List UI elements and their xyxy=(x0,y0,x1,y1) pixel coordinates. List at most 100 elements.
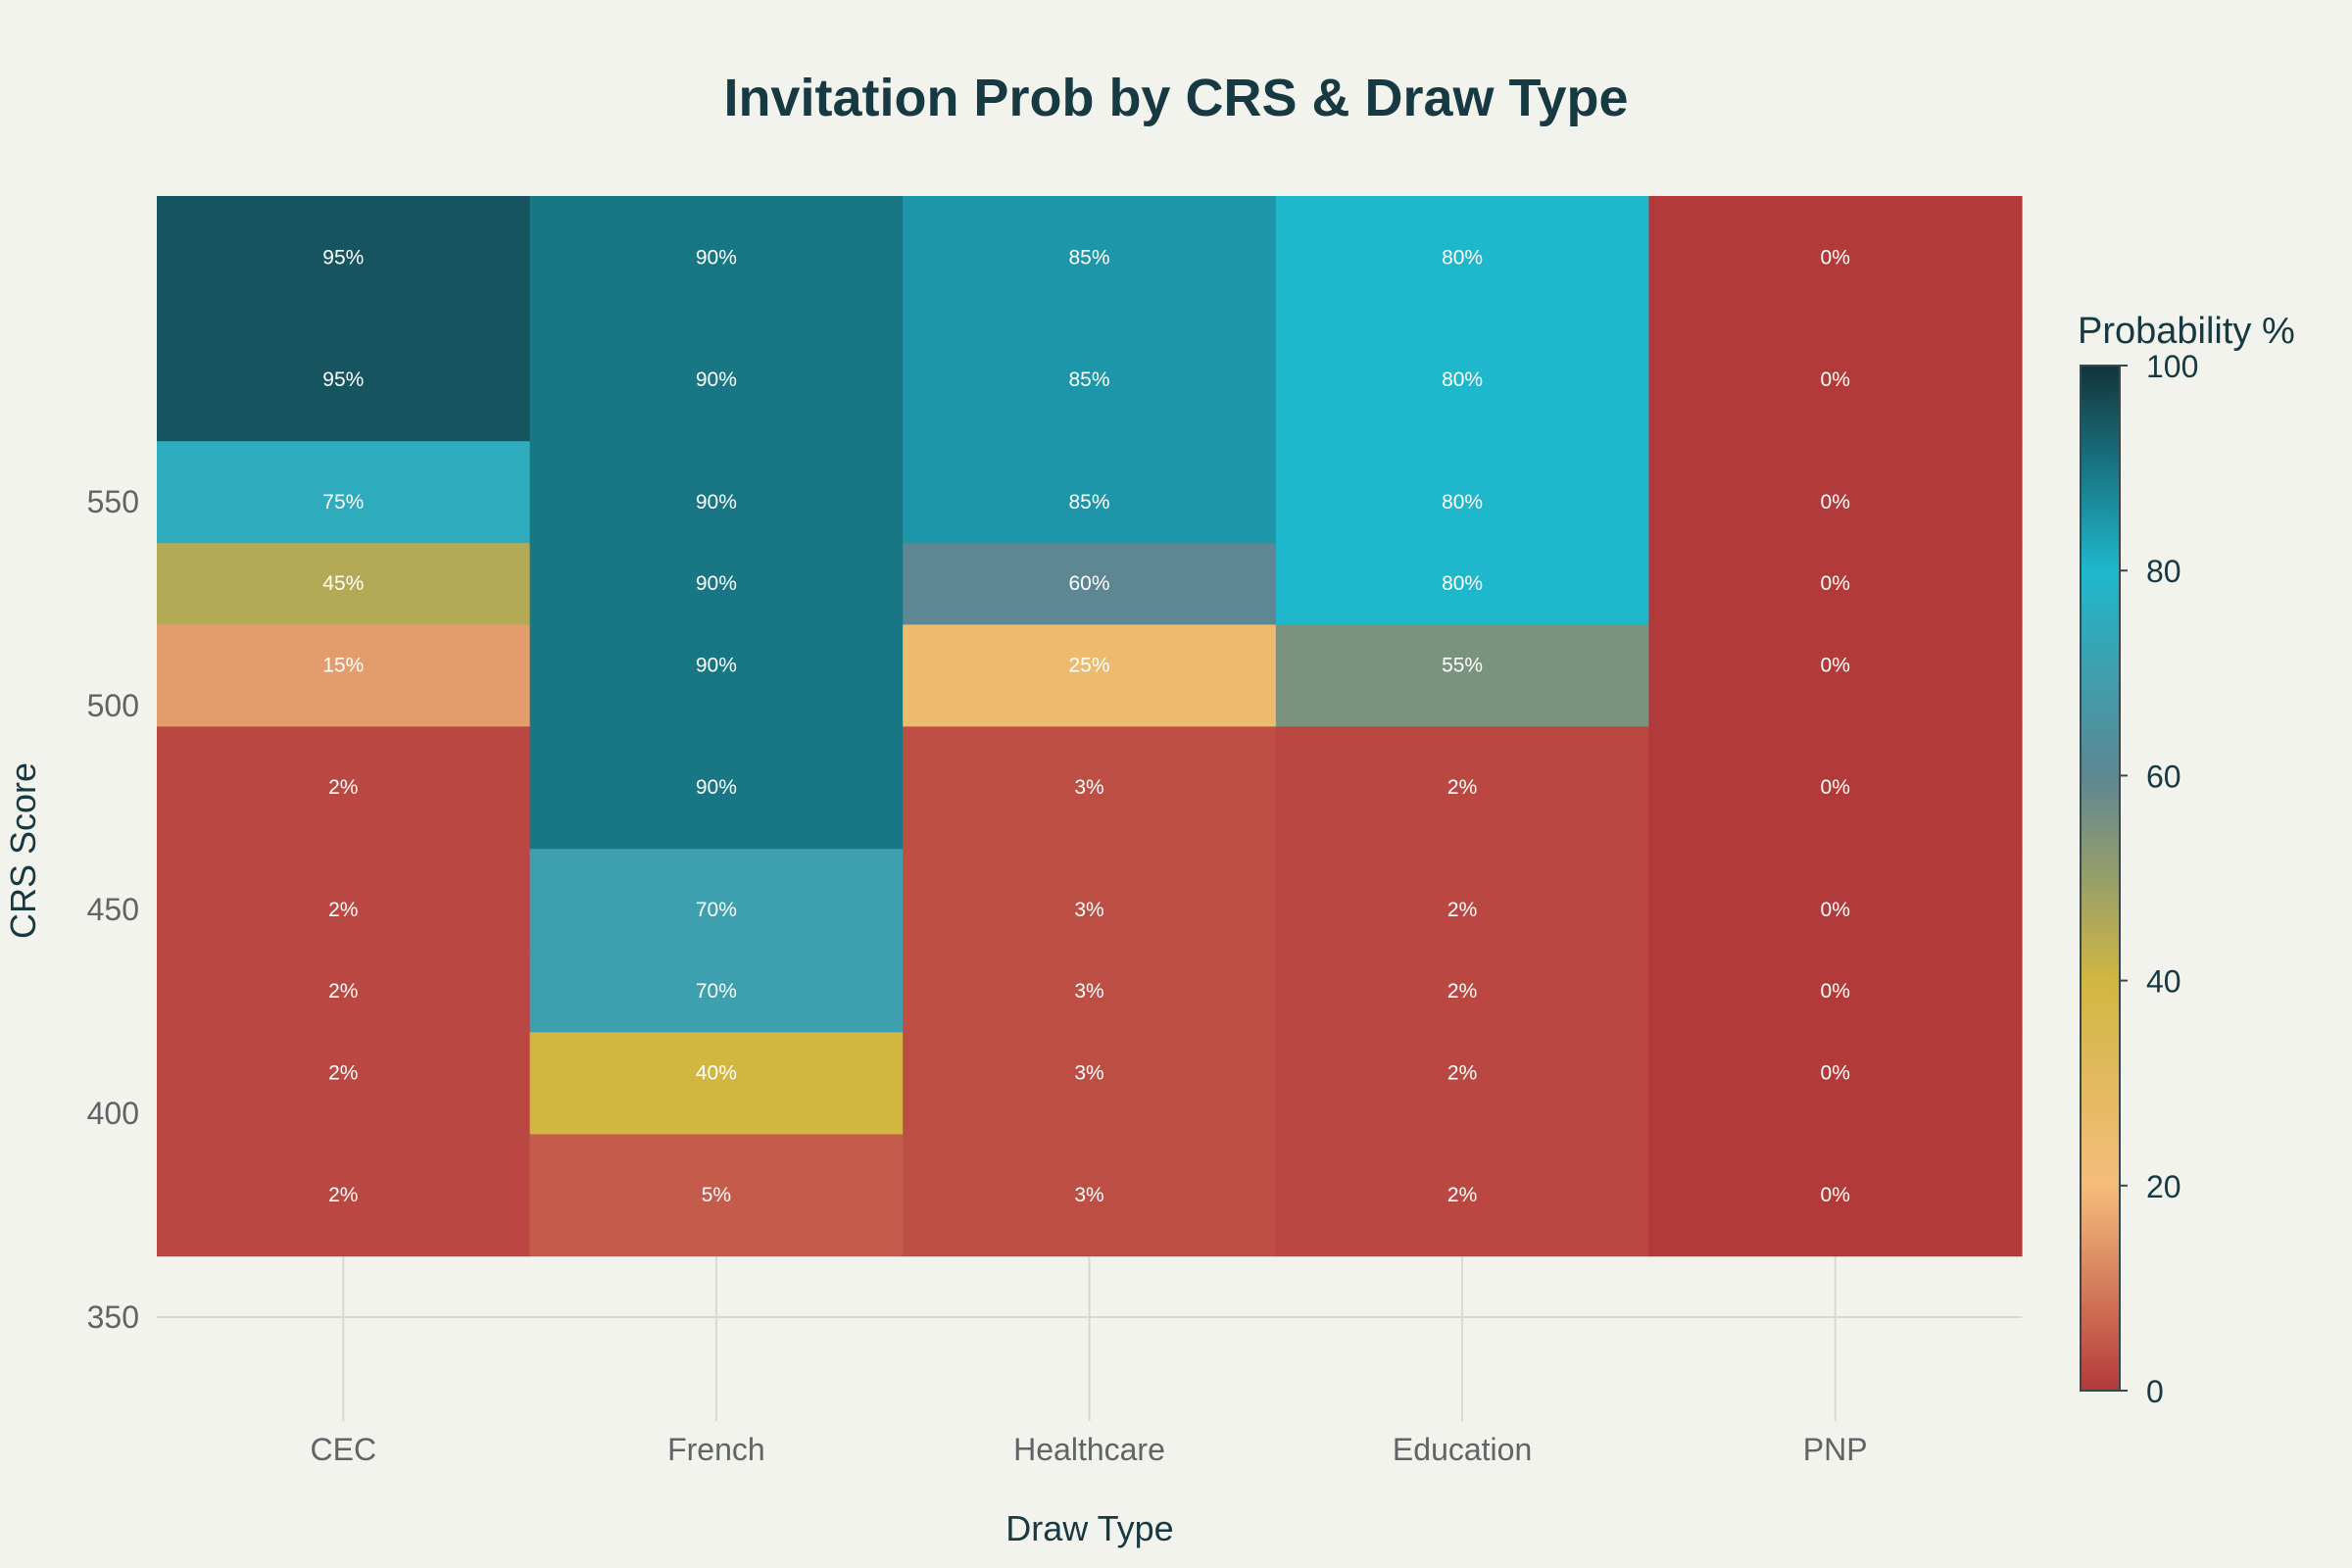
cell-value-label: 85% xyxy=(1068,491,1109,514)
heatmap-cell xyxy=(1648,1133,2023,1257)
cell-value-label: 2% xyxy=(1447,980,1477,1003)
x-tick-label: French xyxy=(667,1432,765,1467)
cell-value-label: 80% xyxy=(1442,246,1483,269)
colorbar-tick-label: 100 xyxy=(2146,349,2198,384)
cell-value-label: 3% xyxy=(1074,776,1103,799)
cell-value-label: 0% xyxy=(1821,980,1850,1003)
x-tick-label: PNP xyxy=(1803,1432,1868,1467)
cell-value-label: 85% xyxy=(1068,368,1109,391)
x-tick-label: CEC xyxy=(311,1432,377,1467)
cell-value-label: 0% xyxy=(1821,491,1850,514)
cell-value-label: 90% xyxy=(696,368,737,391)
colorbar-tick-label: 40 xyxy=(2146,964,2181,1000)
heatmap-cell xyxy=(1648,440,2023,544)
cell-value-label: 80% xyxy=(1442,368,1483,391)
heatmap-cell xyxy=(157,725,531,850)
cell-value-label: 3% xyxy=(1074,1184,1103,1206)
cell-value-label: 95% xyxy=(322,246,364,269)
cell-value-label: 2% xyxy=(1447,776,1477,799)
heatmap-cell xyxy=(157,440,531,544)
heatmap-cell xyxy=(157,950,531,1033)
y-axis-title: CRS Score xyxy=(3,762,43,939)
heatmap-cell xyxy=(1648,1031,2023,1135)
y-tick-label: 450 xyxy=(87,892,139,927)
cell-value-label: 70% xyxy=(696,980,737,1003)
x-tick-label: Healthcare xyxy=(1013,1432,1165,1467)
cell-value-label: 5% xyxy=(702,1184,731,1206)
y-tick-label: 350 xyxy=(87,1299,139,1335)
cell-value-label: 0% xyxy=(1821,776,1850,799)
heatmap-cell xyxy=(529,196,904,319)
cell-value-label: 0% xyxy=(1821,368,1850,391)
heatmap-cell xyxy=(1648,725,2023,850)
heatmap-cell xyxy=(157,196,531,319)
heatmap-cell xyxy=(529,950,904,1033)
cell-value-label: 15% xyxy=(322,654,364,676)
x-axis-title: Draw Type xyxy=(1005,1508,1173,1548)
cell-value-label: 80% xyxy=(1442,491,1483,514)
heatmap-cell xyxy=(1648,623,2023,727)
heatmap-cell xyxy=(157,623,531,727)
cell-value-label: 2% xyxy=(1447,1184,1477,1206)
heatmap-cell xyxy=(903,196,1277,319)
cell-value-label: 0% xyxy=(1821,246,1850,269)
y-tick-label: 500 xyxy=(87,688,139,723)
heatmap-cell xyxy=(1275,1133,1649,1257)
heatmap-cell xyxy=(157,1133,531,1257)
cell-value-label: 2% xyxy=(328,776,358,799)
heatmap-cell xyxy=(903,1133,1277,1257)
heatmap-cell xyxy=(1275,1031,1649,1135)
cell-value-label: 0% xyxy=(1821,1184,1850,1206)
heatmap-cell xyxy=(903,950,1277,1033)
chart-title: Invitation Prob by CRS & Draw Type xyxy=(723,69,1628,127)
heatmap-cell xyxy=(529,542,904,625)
heatmap-cell xyxy=(157,1031,531,1135)
x-axis-ticks: CEC French Healthcare Education PNP xyxy=(311,1432,1868,1467)
cell-value-label: 3% xyxy=(1074,1061,1103,1084)
heatmap-cell xyxy=(529,318,904,442)
y-tick-label: 400 xyxy=(87,1096,139,1131)
heatmap-cell xyxy=(1275,542,1649,625)
cell-value-label: 80% xyxy=(1442,572,1483,595)
heatmap-cell xyxy=(1275,848,1649,952)
heatmap-cell xyxy=(903,623,1277,727)
colorbar-tick-label: 60 xyxy=(2146,759,2181,794)
cell-value-label: 0% xyxy=(1821,1061,1850,1084)
colorbar-title: Probability % xyxy=(2078,311,2295,352)
cell-value-label: 85% xyxy=(1068,246,1109,269)
heatmap-cell xyxy=(1648,542,2023,625)
cell-value-label: 2% xyxy=(328,899,358,921)
colorbar-tick-label: 20 xyxy=(2146,1169,2181,1204)
heatmap-cell xyxy=(903,542,1277,625)
colorbar-tick-label: 80 xyxy=(2146,554,2181,589)
heatmap-cell xyxy=(1648,318,2023,442)
cell-value-label: 2% xyxy=(328,980,358,1003)
heatmap-cell xyxy=(157,318,531,442)
heatmap-cell xyxy=(529,848,904,952)
colorbar-ticks: 0 20 40 60 80 100 xyxy=(2120,349,2198,1409)
cell-value-label: 3% xyxy=(1074,980,1103,1003)
heatmap-cells xyxy=(157,196,2023,1257)
cell-labels: 2% 5% 3% 2% 0% 2% 40% 3% 2% 0% 2% 70% 3% 2% 0% 2% 70% 3% 2… xyxy=(322,246,1850,1206)
heatmap-cell xyxy=(903,318,1277,442)
heatmap-cell xyxy=(1275,196,1649,319)
cell-value-label: 95% xyxy=(322,368,364,391)
heatmap-cell xyxy=(903,440,1277,544)
cell-value-label: 2% xyxy=(328,1184,358,1206)
cell-value-label: 0% xyxy=(1821,654,1850,676)
heatmap-cell xyxy=(529,1031,904,1135)
cell-value-label: 40% xyxy=(696,1061,737,1084)
x-tick-label: Education xyxy=(1393,1432,1532,1467)
heatmap-cell xyxy=(157,848,531,952)
y-axis-ticks: 350 400 450 500 550 xyxy=(87,484,139,1335)
cell-value-label: 55% xyxy=(1442,654,1483,676)
heatmap-cell xyxy=(529,1133,904,1257)
cell-value-label: 70% xyxy=(696,899,737,921)
cell-value-label: 90% xyxy=(696,491,737,514)
heatmap-cell xyxy=(903,725,1277,850)
cell-value-label: 90% xyxy=(696,776,737,799)
y-tick-label: 550 xyxy=(87,484,139,519)
heatmap-cell xyxy=(1275,950,1649,1033)
heatmap-cell xyxy=(529,623,904,727)
